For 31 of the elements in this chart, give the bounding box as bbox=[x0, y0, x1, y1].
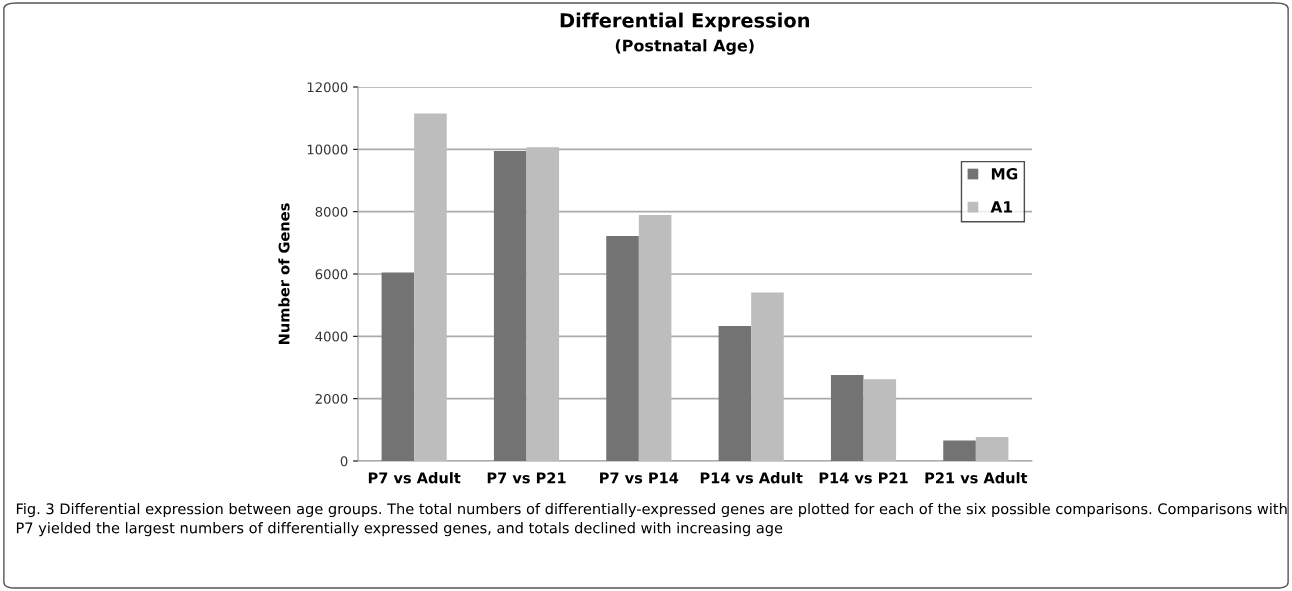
bar bbox=[606, 235, 639, 461]
bar bbox=[863, 379, 897, 461]
x-tick-label: P7 vs Adult bbox=[368, 472, 461, 484]
bar bbox=[830, 374, 864, 461]
y-tick-label: 0 bbox=[340, 456, 348, 467]
x-tick-label: P21 vs Adult bbox=[925, 472, 1028, 484]
y-axis-title: Number of Genes bbox=[278, 203, 290, 344]
bar bbox=[493, 150, 527, 461]
x-tick-label: P7 vs P14 bbox=[600, 472, 679, 484]
chart-title: Differential Expression bbox=[560, 12, 810, 32]
bar bbox=[526, 147, 560, 461]
bar bbox=[751, 292, 784, 461]
bar bbox=[414, 113, 447, 461]
x-tick-label: P7 vs P21 bbox=[487, 472, 566, 484]
bar bbox=[975, 437, 1009, 461]
y-tick-label: 12000 bbox=[307, 82, 348, 93]
x-tick-label: P14 vs P21 bbox=[819, 472, 908, 484]
y-tick-label: 8000 bbox=[315, 206, 348, 217]
caption: Fig. 3 Differential expression between age groups. The total numbers of differentially-expressed genes are plotted for each of the six possible comparisons. Comparisons with P7 yielded the largest numbers of differentially expressed genes, and totals declined with increasing age bbox=[16, 503, 1287, 537]
x-tick-label: P14 vs Adult bbox=[700, 472, 803, 484]
y-tick-label: 4000 bbox=[315, 331, 348, 342]
chart-subtitle: (Postnatal Age) bbox=[615, 39, 754, 55]
bar bbox=[943, 440, 976, 461]
bar bbox=[638, 215, 672, 461]
y-tick-label: 2000 bbox=[315, 393, 348, 404]
legend-label: A1 bbox=[990, 201, 1012, 213]
y-tick-label: 6000 bbox=[315, 269, 348, 280]
bar bbox=[718, 326, 752, 461]
legend-label: MG bbox=[991, 168, 1018, 180]
y-tick-label: 10000 bbox=[307, 144, 348, 155]
bar bbox=[381, 272, 415, 461]
